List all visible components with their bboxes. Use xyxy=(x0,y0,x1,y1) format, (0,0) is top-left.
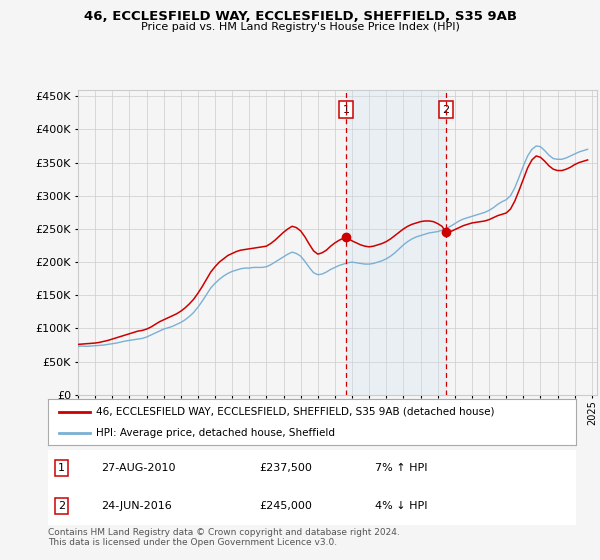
Text: 27-AUG-2010: 27-AUG-2010 xyxy=(101,463,175,473)
Bar xyxy=(346,90,446,395)
Text: Price paid vs. HM Land Registry's House Price Index (HPI): Price paid vs. HM Land Registry's House … xyxy=(140,22,460,32)
Text: 7% ↑ HPI: 7% ↑ HPI xyxy=(376,463,428,473)
Text: 1: 1 xyxy=(58,463,65,473)
Text: 1: 1 xyxy=(343,105,350,114)
Text: 24-JUN-2016: 24-JUN-2016 xyxy=(101,501,172,511)
Text: £237,500: £237,500 xyxy=(259,463,312,473)
Text: £245,000: £245,000 xyxy=(259,501,312,511)
Text: Contains HM Land Registry data © Crown copyright and database right 2024.
This d: Contains HM Land Registry data © Crown c… xyxy=(48,528,400,547)
Text: 46, ECCLESFIELD WAY, ECCLESFIELD, SHEFFIELD, S35 9AB: 46, ECCLESFIELD WAY, ECCLESFIELD, SHEFFI… xyxy=(83,10,517,23)
Text: HPI: Average price, detached house, Sheffield: HPI: Average price, detached house, Shef… xyxy=(95,428,335,438)
Text: 4% ↓ HPI: 4% ↓ HPI xyxy=(376,501,428,511)
Text: 46, ECCLESFIELD WAY, ECCLESFIELD, SHEFFIELD, S35 9AB (detached house): 46, ECCLESFIELD WAY, ECCLESFIELD, SHEFFI… xyxy=(95,407,494,417)
Text: 2: 2 xyxy=(442,105,449,114)
Text: 2: 2 xyxy=(58,501,65,511)
